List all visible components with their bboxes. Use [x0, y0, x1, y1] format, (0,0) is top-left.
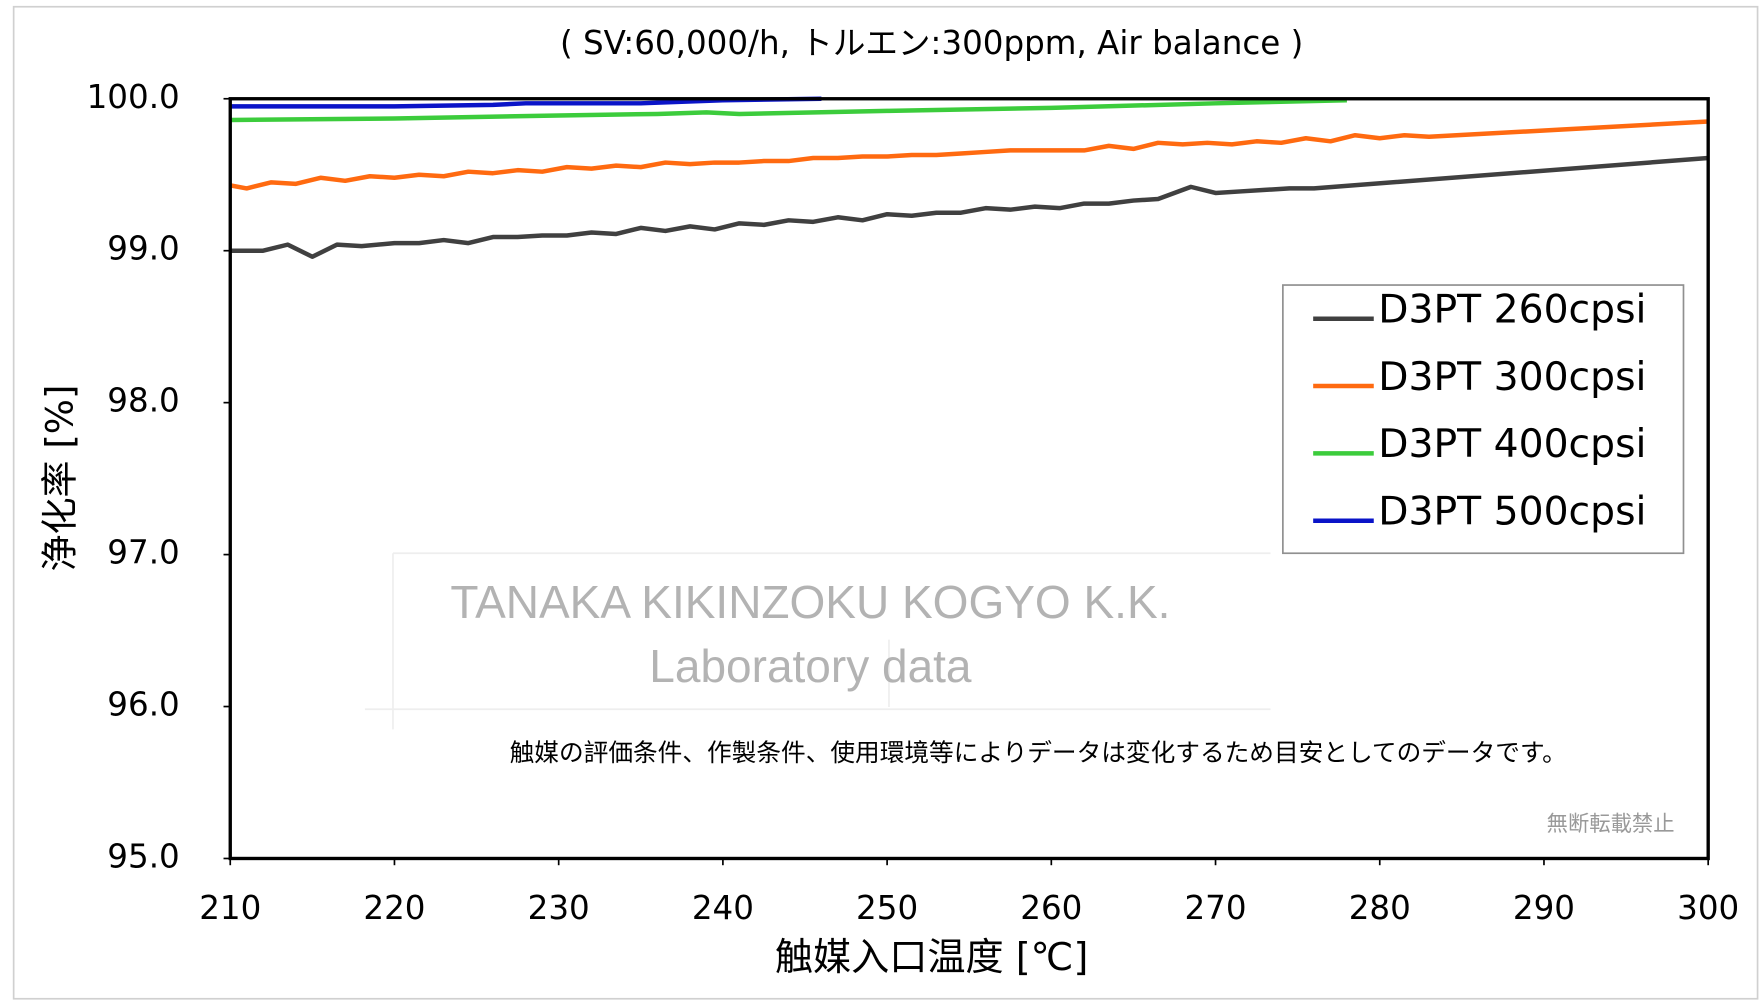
legend-label: D3PT 500cpsi	[1378, 489, 1646, 534]
x-tick-label: 210	[199, 889, 261, 927]
y-tick-label: 99.0	[107, 230, 179, 268]
series-line	[230, 119, 1709, 191]
x-tick-label: 270	[1184, 889, 1246, 927]
series-line	[230, 98, 1347, 123]
x-axis-label: 触媒入口温度 [℃]	[775, 935, 1089, 979]
watermark: TANAKA KIKINZOKU KOGYO K.K. Laboratory d…	[364, 552, 1271, 730]
x-tick-label: 250	[856, 889, 918, 927]
x-tick-label: 260	[1020, 889, 1082, 927]
x-tick-label: 280	[1349, 889, 1411, 927]
plot-frame	[228, 97, 1710, 861]
chart-title: ( SV:60,000/h, トルエン:300ppm, Air balance …	[560, 24, 1303, 62]
y-tick-label: 97.0	[107, 534, 179, 572]
copyright-note: 無断転載禁止	[1547, 812, 1675, 837]
series-line	[230, 155, 1709, 260]
x-tick-label: 220	[363, 889, 425, 927]
y-axis-label: 浄化率 [%]	[38, 385, 81, 572]
watermark-subtitle: Laboratory data	[649, 640, 972, 692]
legend-label: D3PT 260cpsi	[1378, 287, 1646, 332]
x-tick-label: 290	[1513, 889, 1575, 927]
legend-label: D3PT 300cpsi	[1378, 355, 1646, 400]
legend	[1282, 284, 1685, 555]
y-tick-label: 95.0	[107, 837, 179, 875]
y-tick-label: 100.0	[87, 78, 180, 116]
note: 触媒の評価条件、作製条件、使用環境等によりデータは変化するため目安としてのデータ…	[510, 738, 1567, 767]
watermark-company: TANAKA KIKINZOKU KOGYO K.K.	[450, 576, 1170, 628]
x-tick-label: 230	[528, 889, 590, 927]
y-tick-label: 98.0	[107, 382, 179, 420]
legend-label: D3PT 400cpsi	[1378, 422, 1646, 467]
x-tick-label: 300	[1677, 889, 1739, 927]
x-tick-label: 240	[692, 889, 754, 927]
y-tick-label: 96.0	[107, 686, 179, 724]
